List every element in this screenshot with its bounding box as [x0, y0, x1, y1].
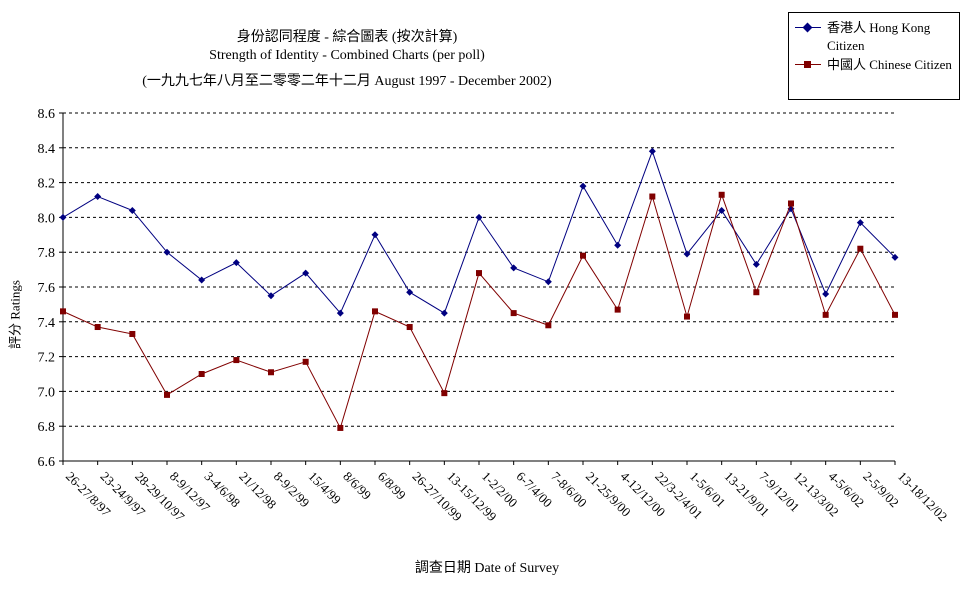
y-tick-label: 7.6 — [38, 281, 56, 296]
data-point-chinese — [510, 310, 517, 317]
chart-legend: 香港人 Hong Kong Citizen 中國人 Chinese Citize… — [788, 12, 960, 100]
x-tick-label: 8-9/2/99 — [271, 469, 313, 511]
data-point-chinese — [649, 193, 656, 200]
x-tick-label: 13-18/12/02 — [895, 469, 951, 525]
legend-label-china: 中國人 Chinese Citizen — [827, 57, 952, 72]
data-point-chinese — [614, 306, 621, 313]
data-point-hong-kong — [128, 206, 136, 214]
data-point-chinese — [684, 313, 690, 320]
y-tick-label: 7.2 — [38, 351, 56, 366]
x-tick-label: 8/6/99 — [340, 469, 374, 503]
legend-swatch-hk — [795, 22, 821, 33]
x-tick-label: 6/8/99 — [375, 469, 409, 503]
x-axis-title: 調查日期 Date of Survey — [414, 561, 560, 576]
data-point-hong-kong — [579, 182, 587, 190]
y-tick-label: 7.0 — [38, 385, 56, 400]
data-point-hong-kong — [510, 264, 518, 272]
data-point-hong-kong — [752, 260, 760, 268]
data-point-chinese — [233, 357, 240, 364]
data-point-chinese — [302, 358, 309, 365]
data-point-hong-kong — [891, 253, 899, 261]
data-point-chinese — [94, 324, 101, 331]
data-point-chinese — [718, 191, 725, 198]
data-point-chinese — [545, 322, 552, 329]
data-point-chinese — [441, 390, 448, 397]
data-point-chinese — [822, 311, 829, 318]
data-point-hong-kong — [267, 292, 275, 300]
y-tick-label: 7.8 — [38, 246, 56, 261]
legend-label-hk: 香港人 Hong Kong Citizen — [827, 20, 931, 53]
y-tick-label: 8.0 — [38, 211, 56, 226]
data-point-hong-kong — [683, 250, 691, 258]
data-point-hong-kong — [544, 278, 552, 286]
x-tick-label: 15/4/99 — [306, 469, 345, 508]
data-point-hong-kong — [232, 259, 240, 267]
x-tick-label: 7-8/6/00 — [548, 469, 590, 511]
data-point-chinese — [753, 289, 760, 296]
series-line-chinese — [62, 193, 896, 430]
data-point-hong-kong — [336, 309, 344, 317]
data-point-hong-kong — [648, 147, 656, 155]
y-tick-label: 7.4 — [38, 316, 56, 331]
data-point-chinese — [337, 424, 344, 431]
data-point-hong-kong — [614, 241, 622, 249]
x-tick-label: 21/12/98 — [236, 469, 279, 512]
data-point-hong-kong — [440, 309, 448, 317]
data-point-chinese — [164, 391, 170, 398]
data-point-hong-kong — [406, 288, 414, 296]
data-point-chinese — [406, 324, 413, 331]
chart-subtitle-period: (一九九七年八月至二零零二年十二月 August 1997 - December… — [142, 74, 552, 89]
data-point-chinese — [788, 200, 794, 207]
y-tick-label: 6.6 — [38, 455, 56, 470]
data-point-chinese — [198, 371, 205, 377]
series-line-hong-kong — [62, 149, 896, 315]
legend-item-hk: 香港人 Hong Kong Citizen — [789, 19, 959, 55]
data-point-chinese — [476, 270, 482, 277]
data-point-hong-kong — [718, 206, 726, 214]
data-point-hong-kong — [198, 276, 206, 284]
data-point-chinese — [129, 330, 136, 337]
data-point-chinese — [372, 308, 378, 315]
data-point-hong-kong — [59, 213, 67, 221]
x-tick-label: 6-7/4/00 — [514, 469, 556, 511]
data-point-hong-kong — [302, 269, 310, 277]
data-point-chinese — [857, 245, 864, 252]
data-point-hong-kong — [822, 290, 830, 298]
data-point-hong-kong — [856, 219, 864, 227]
y-tick-label: 8.6 — [38, 107, 56, 122]
data-point-hong-kong — [94, 193, 102, 201]
data-point-hong-kong — [163, 248, 171, 256]
data-point-chinese — [60, 308, 66, 315]
data-point-hong-kong — [371, 231, 379, 239]
y-tick-label: 6.8 — [38, 420, 56, 435]
data-point-chinese — [892, 311, 898, 318]
y-tick-label: 8.4 — [38, 142, 56, 157]
legend-item-china: 中國人 Chinese Citizen — [789, 56, 959, 74]
data-point-hong-kong — [475, 213, 483, 221]
chart-title: 身份認同程度 - 綜合圖表 (按次計算) — [236, 30, 458, 45]
x-tick-label: 2-5/9/02 — [860, 469, 902, 511]
data-point-chinese — [580, 252, 586, 259]
chart-subtitle: Strength of Identity - Combined Charts (… — [209, 48, 485, 63]
legend-swatch-china — [795, 61, 821, 68]
y-tick-label: 8.2 — [38, 177, 56, 192]
data-point-chinese — [268, 369, 274, 376]
